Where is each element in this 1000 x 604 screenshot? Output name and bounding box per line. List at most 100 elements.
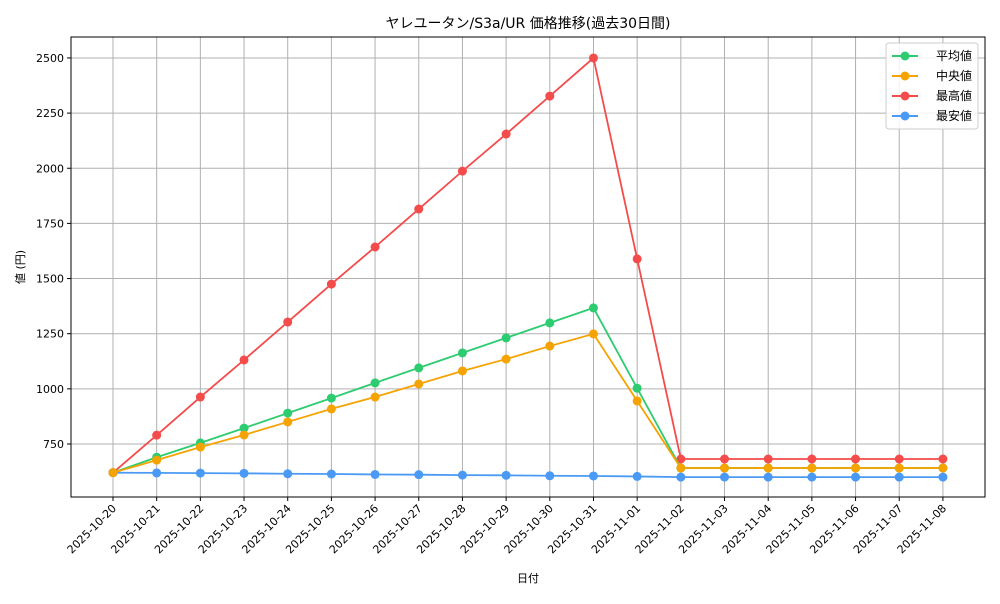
data-point xyxy=(501,354,511,364)
y-axis-label: 値 (円) xyxy=(14,250,27,284)
y-tick-label: 2000 xyxy=(36,162,64,175)
series-line xyxy=(112,332,943,474)
grid-lines xyxy=(71,37,985,497)
y-tick-label: 1500 xyxy=(36,273,64,286)
data-point xyxy=(501,333,511,343)
data-point xyxy=(938,472,948,482)
data-point xyxy=(676,454,686,464)
legend-marker xyxy=(900,91,910,101)
data-point xyxy=(807,463,817,473)
legend-marker xyxy=(900,71,910,81)
data-point xyxy=(414,204,424,214)
data-point xyxy=(763,463,773,473)
data-point xyxy=(938,454,948,464)
data-point xyxy=(370,469,380,479)
data-point xyxy=(501,129,511,139)
data-point xyxy=(851,472,861,482)
data-point xyxy=(152,430,162,440)
data-point xyxy=(545,318,555,328)
data-point xyxy=(588,303,598,313)
data-point xyxy=(283,469,293,479)
data-point xyxy=(457,366,467,376)
data-point xyxy=(851,463,861,473)
data-point xyxy=(152,455,162,465)
data-point xyxy=(195,442,205,452)
data-point xyxy=(283,408,293,418)
y-tick-label: 2500 xyxy=(36,52,64,65)
series-layer xyxy=(108,53,948,482)
data-point xyxy=(632,254,642,264)
data-point xyxy=(195,468,205,478)
y-tick-label: 750 xyxy=(43,438,64,451)
y-tick-label: 2250 xyxy=(36,107,64,120)
data-point xyxy=(239,423,249,433)
data-point xyxy=(370,242,380,252)
series-3 xyxy=(108,468,948,482)
legend-marker xyxy=(900,111,910,121)
data-point xyxy=(457,470,467,480)
data-point xyxy=(239,430,249,440)
data-point xyxy=(457,166,467,176)
data-point xyxy=(676,472,686,482)
data-point xyxy=(370,378,380,388)
data-point xyxy=(283,317,293,327)
data-point xyxy=(763,454,773,464)
data-point xyxy=(545,471,555,481)
series-line xyxy=(112,56,943,474)
data-point xyxy=(720,454,730,464)
chart-title: ヤレユータン/S3a/UR 価格推移(過去30日間) xyxy=(386,16,671,32)
data-point xyxy=(720,463,730,473)
series-line xyxy=(112,471,943,478)
data-point xyxy=(588,53,598,63)
legend-label: 平均値 xyxy=(936,48,972,63)
legend-marker xyxy=(900,51,910,61)
x-axis: 2025-10-202025-10-212025-10-222025-10-23… xyxy=(65,497,949,556)
series-line xyxy=(112,306,943,474)
series-0 xyxy=(108,303,948,478)
data-point xyxy=(545,341,555,351)
plot-frame xyxy=(70,36,986,498)
y-tick-label: 1000 xyxy=(36,383,64,396)
data-point xyxy=(894,463,904,473)
data-point xyxy=(851,454,861,464)
data-point xyxy=(457,348,467,358)
data-point xyxy=(195,392,205,402)
data-point xyxy=(632,471,642,481)
data-point xyxy=(676,463,686,473)
data-point xyxy=(894,472,904,482)
data-point xyxy=(807,472,817,482)
data-point xyxy=(414,379,424,389)
data-point xyxy=(938,463,948,473)
y-tick-label: 1750 xyxy=(36,217,64,230)
legend-box xyxy=(885,42,979,130)
data-point xyxy=(152,468,162,478)
data-point xyxy=(326,469,336,479)
data-point xyxy=(588,329,598,339)
data-point xyxy=(720,472,730,482)
legend-label: 最高値 xyxy=(936,88,972,103)
data-point xyxy=(239,468,249,478)
data-point xyxy=(239,355,249,365)
data-point xyxy=(283,417,293,427)
data-point xyxy=(414,363,424,373)
y-tick-label: 1250 xyxy=(36,328,64,341)
data-point xyxy=(632,383,642,393)
data-point xyxy=(370,392,380,402)
data-point xyxy=(414,470,424,480)
data-point xyxy=(588,471,598,481)
data-point xyxy=(763,472,773,482)
data-point xyxy=(894,454,904,464)
data-point xyxy=(807,454,817,464)
data-point xyxy=(108,468,118,478)
data-point xyxy=(501,470,511,480)
data-point xyxy=(545,91,555,101)
data-point xyxy=(632,396,642,406)
series-2 xyxy=(108,53,948,478)
x-axis-label: 日付 xyxy=(517,572,539,585)
legend-label: 中央値 xyxy=(936,68,972,83)
data-point xyxy=(326,393,336,403)
data-point xyxy=(326,279,336,289)
